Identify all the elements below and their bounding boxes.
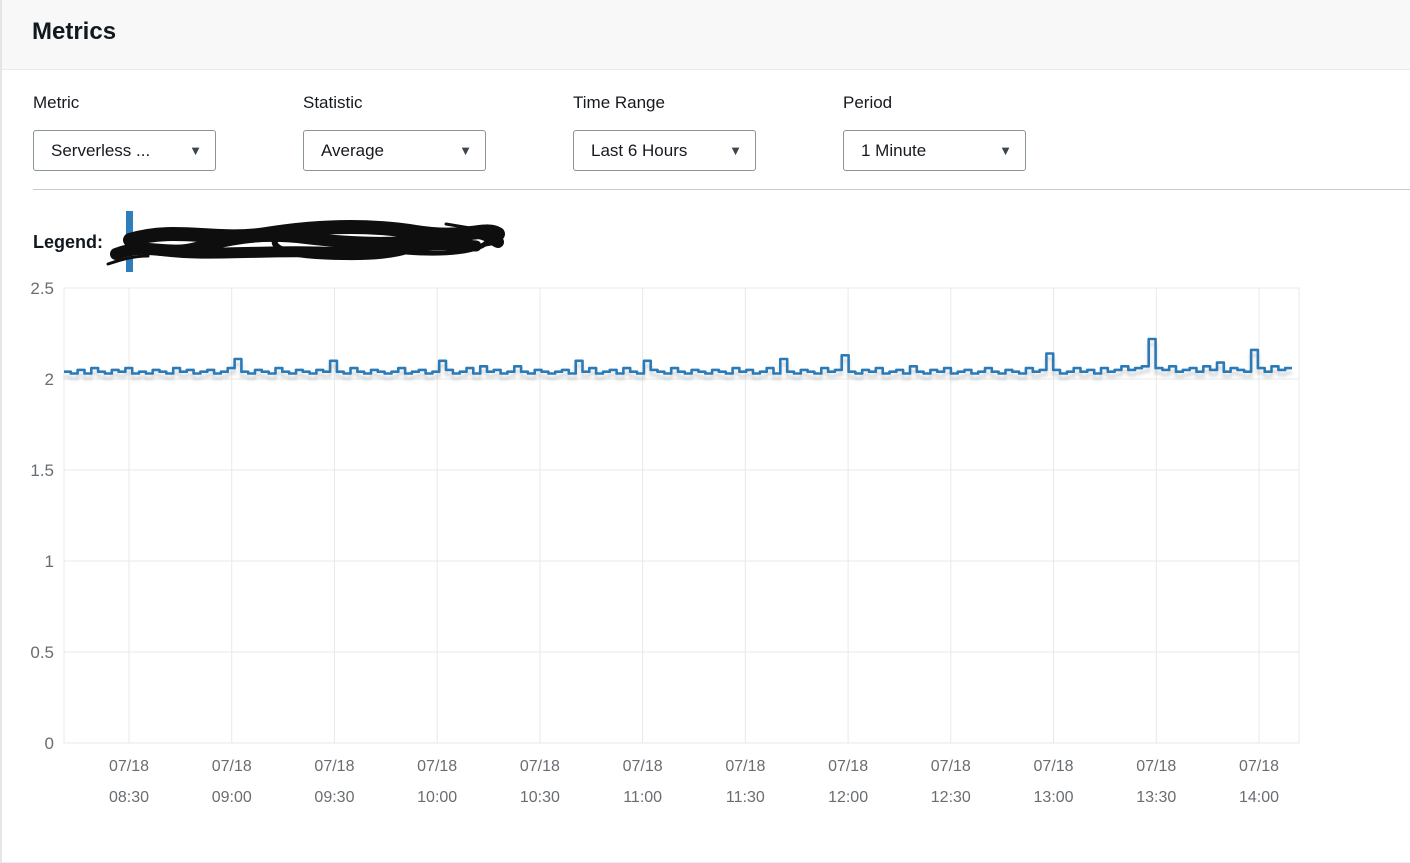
time-range-dropdown[interactable]: Last 6 Hours ▼ <box>573 130 756 171</box>
page-title: Metrics <box>32 18 117 45</box>
svg-text:2.5: 2.5 <box>30 279 54 298</box>
metric-control-group: Metric Serverless ... ▼ <box>33 93 273 171</box>
statistic-control-group: Statistic Average ▼ <box>303 93 543 171</box>
svg-text:10:00: 10:00 <box>417 789 457 806</box>
svg-text:07/18: 07/18 <box>1239 758 1279 775</box>
svg-text:07/18: 07/18 <box>417 758 457 775</box>
svg-text:14:00: 14:00 <box>1239 789 1279 806</box>
statistic-dropdown[interactable]: Average ▼ <box>303 130 486 171</box>
time-range-control-group: Time Range Last 6 Hours ▼ <box>573 93 813 171</box>
period-dropdown-value: 1 Minute <box>861 140 927 160</box>
period-label: Period <box>843 93 893 112</box>
svg-text:07/18: 07/18 <box>520 758 560 775</box>
svg-text:10:30: 10:30 <box>520 789 560 806</box>
chevron-down-icon: ▼ <box>459 142 472 158</box>
chart-plot-area: 2.5 2 1.5 1 0.5 0 07/18 08:30 07/18 09:00 07/18 09:… <box>30 279 1300 806</box>
svg-text:07/18: 07/18 <box>725 758 765 775</box>
svg-text:09:30: 09:30 <box>314 789 354 806</box>
svg-text:1: 1 <box>45 552 54 571</box>
svg-text:13:30: 13:30 <box>1136 789 1176 806</box>
svg-text:11:00: 11:00 <box>623 789 662 806</box>
svg-text:12:00: 12:00 <box>828 789 868 806</box>
controls-divider <box>33 189 1410 190</box>
metrics-chart: 2.5 2 1.5 1 0.5 0 07/18 08:30 07/18 09:00 07/18 09:… <box>2 279 1342 840</box>
period-control-group: Period 1 Minute ▼ <box>843 93 1083 171</box>
svg-text:09:00: 09:00 <box>212 789 252 806</box>
period-dropdown[interactable]: 1 Minute ▼ <box>843 130 1026 171</box>
svg-text:07/18: 07/18 <box>828 758 868 775</box>
svg-text:07/18: 07/18 <box>931 758 971 775</box>
legend-redaction-scribble <box>106 219 505 266</box>
svg-text:1.5: 1.5 <box>30 461 54 480</box>
statistic-label: Statistic <box>303 93 363 112</box>
metric-dropdown[interactable]: Serverless ... ▼ <box>33 130 216 171</box>
chevron-down-icon: ▼ <box>729 142 742 158</box>
legend-label: Legend: <box>33 232 103 252</box>
chevron-down-icon: ▼ <box>189 142 202 158</box>
svg-text:07/18: 07/18 <box>314 758 354 775</box>
svg-text:07/18: 07/18 <box>623 758 663 775</box>
svg-text:0: 0 <box>45 734 54 753</box>
time-range-dropdown-value: Last 6 Hours <box>591 140 688 160</box>
svg-text:07/18: 07/18 <box>212 758 252 775</box>
statistic-dropdown-value: Average <box>321 140 385 160</box>
svg-text:12:30: 12:30 <box>931 789 971 806</box>
svg-text:13:00: 13:00 <box>1034 789 1074 806</box>
svg-text:07/18: 07/18 <box>1136 758 1176 775</box>
metric-label: Metric <box>33 93 80 112</box>
svg-text:07/18: 07/18 <box>1034 758 1074 775</box>
metric-dropdown-value: Serverless ... <box>51 140 151 160</box>
panel-header: Metrics <box>2 0 1410 70</box>
chevron-down-icon: ▼ <box>999 142 1012 158</box>
svg-text:2: 2 <box>45 370 54 389</box>
svg-text:08:30: 08:30 <box>109 789 149 806</box>
svg-text:07/18: 07/18 <box>109 758 149 775</box>
svg-text:11:30: 11:30 <box>726 789 765 806</box>
svg-text:0.5: 0.5 <box>30 643 54 662</box>
time-range-label: Time Range <box>573 93 665 112</box>
